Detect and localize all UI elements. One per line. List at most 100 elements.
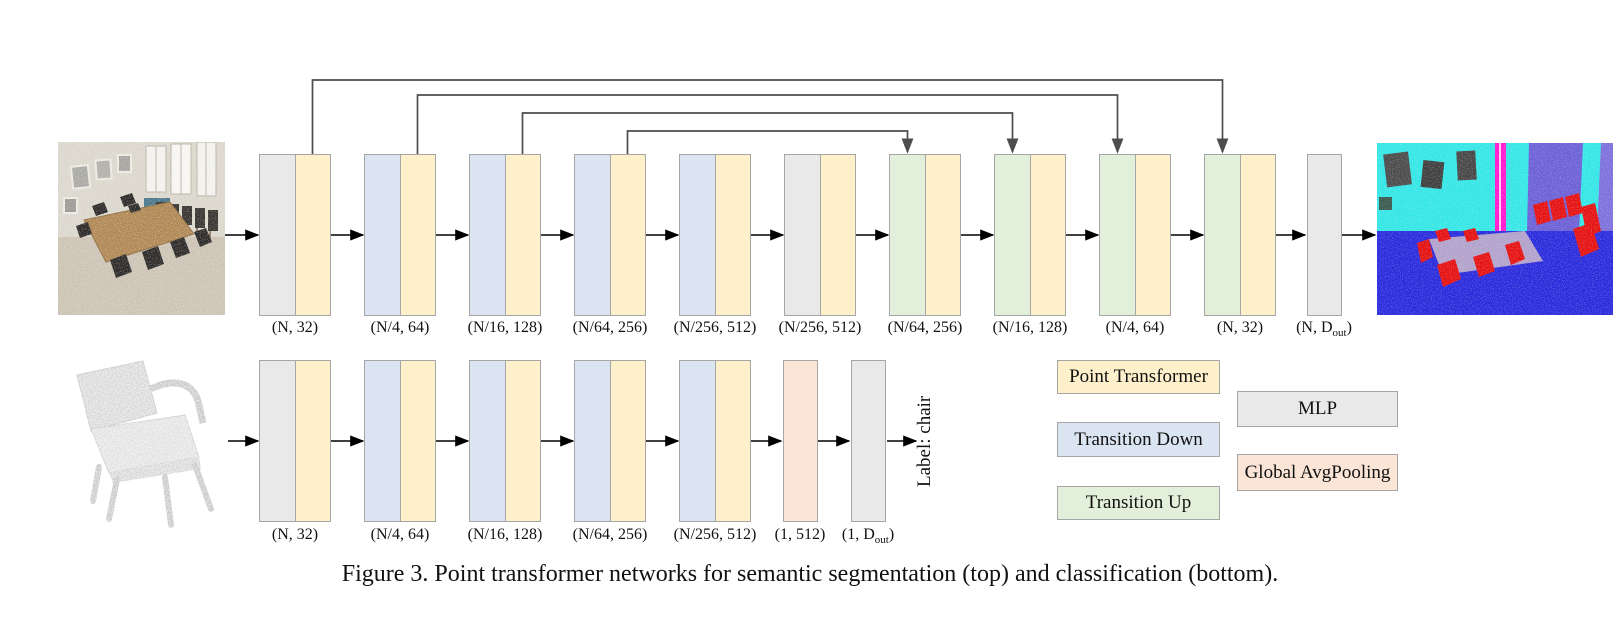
legend-item-label: Global AvgPooling	[1244, 461, 1391, 483]
transition-down-sub-block	[469, 154, 506, 316]
dim-label-text: (N/4, 64)	[370, 319, 430, 336]
legend-item-label: Transition Up	[1085, 492, 1192, 513]
bottom-block-1	[259, 360, 331, 522]
point-transformer-sub-block	[1134, 154, 1171, 316]
point-transformer-sub-block	[819, 154, 856, 316]
top-dim-label-11: (N, Dout)	[1259, 319, 1389, 342]
dim-label-text: (N/4, 64)	[1105, 319, 1165, 336]
transition-down-sub-block	[364, 154, 401, 316]
top-block-6	[784, 154, 856, 316]
bottom-dim-label-3: (N/16, 128)	[440, 526, 570, 544]
point-transformer-sub-block	[504, 360, 541, 522]
dim-label-text: )	[1346, 319, 1352, 336]
dim-label-text: out	[874, 534, 889, 547]
bottom-block-6	[782, 360, 818, 522]
transition-up-sub-block	[1204, 154, 1241, 316]
point-transformer-sub-block	[609, 154, 646, 316]
bottom-dim-label-6: (1, 512)	[735, 526, 865, 544]
point-transformer-sub-block	[294, 154, 331, 316]
point-transformer-sub-block	[1029, 154, 1066, 316]
dim-label-text: (N/256, 512)	[673, 319, 757, 336]
top-block-3	[469, 154, 541, 316]
legend-item-point-transformer: Point Transformer	[1057, 360, 1220, 394]
bottom-dim-label-2: (N/4, 64)	[335, 526, 465, 544]
global-avgpooling-sub-block	[782, 360, 818, 522]
classification-output-label: Label: chair	[914, 395, 935, 487]
dim-label-text: (1, D	[841, 526, 875, 543]
legend-item-mlp: MLP	[1237, 391, 1398, 427]
bottom-block-5	[679, 360, 751, 522]
point-transformer-sub-block	[294, 360, 331, 522]
chair-pointcloud-image	[55, 355, 225, 530]
dim-label-text: )	[888, 526, 895, 543]
top-dim-label-9: (N/4, 64)	[1070, 319, 1200, 337]
skip-connection	[311, 79, 1229, 154]
dim-label-text: (N/16, 128)	[467, 319, 543, 336]
legend-item-label: Point Transformer	[1069, 366, 1208, 387]
legend-item-label: Transition Down	[1074, 428, 1203, 450]
top-block-2	[364, 154, 436, 316]
top-block-7	[889, 154, 961, 316]
bottom-dim-label-7: (1, Dout)	[803, 526, 933, 549]
bottom-dim-label-5: (N/256, 512)	[650, 526, 780, 544]
top-dim-label-6: (N/256, 512)	[755, 319, 885, 337]
top-block-9	[1099, 154, 1171, 316]
output-segmentation-image	[1377, 143, 1613, 315]
point-transformer-sub-block	[609, 360, 646, 522]
point-transformer-sub-block	[399, 154, 436, 316]
top-dim-label-8: (N/16, 128)	[965, 319, 1095, 337]
bottom-block-2	[364, 360, 436, 522]
top-dim-label-10: (N, 32)	[1175, 319, 1305, 337]
legend-item-global-avgpooling: Global AvgPooling	[1237, 454, 1398, 491]
bottom-block-3	[469, 360, 541, 522]
dim-label-text: (N, 32)	[271, 526, 319, 543]
dim-label-text: (N/64, 256)	[887, 319, 963, 336]
top-block-8	[994, 154, 1066, 316]
transition-down-sub-block	[679, 360, 716, 522]
dim-label-text: (N/256, 512)	[778, 319, 862, 336]
top-block-1	[259, 154, 331, 316]
dim-label-text: (N, 32)	[1216, 319, 1264, 336]
mlp-sub-block	[784, 154, 821, 316]
top-block-10	[1204, 154, 1276, 316]
dim-label-text: (N/16, 128)	[467, 526, 543, 543]
dim-label-text: (N/4, 64)	[370, 526, 430, 543]
figure-caption: Figure 3. Point transformer networks for…	[341, 561, 1279, 587]
dim-label-text: out	[1332, 327, 1347, 340]
dim-label-text: (1, 512)	[774, 526, 826, 543]
top-dim-label-7: (N/64, 256)	[860, 319, 990, 337]
dim-label-text: (N/64, 256)	[572, 319, 648, 336]
skip-connection	[416, 94, 1124, 154]
top-dim-label-3: (N/16, 128)	[440, 319, 570, 337]
bottom-block-4	[574, 360, 646, 522]
top-block-11	[1306, 154, 1342, 316]
transition-up-sub-block	[994, 154, 1031, 316]
bottom-block-7	[850, 360, 886, 522]
top-block-5	[679, 154, 751, 316]
skip-connection	[521, 112, 1019, 154]
point-transformer-sub-block	[714, 154, 751, 316]
bottom-dim-label-1: (N, 32)	[230, 526, 360, 544]
legend-item-transition-down: Transition Down	[1057, 422, 1220, 457]
top-block-4	[574, 154, 646, 316]
point-transformer-sub-block	[714, 360, 751, 522]
mlp-sub-block	[259, 154, 296, 316]
transition-down-sub-block	[574, 360, 611, 522]
point-transformer-sub-block	[504, 154, 541, 316]
legend-item-label: MLP	[1297, 398, 1338, 419]
skip-connection	[626, 130, 914, 154]
bottom-dim-label-4: (N/64, 256)	[545, 526, 675, 544]
mlp-sub-block	[1306, 154, 1342, 316]
transition-up-sub-block	[1099, 154, 1136, 316]
transition-down-sub-block	[679, 154, 716, 316]
transition-up-sub-block	[889, 154, 926, 316]
dim-label-text: (N, D	[1296, 319, 1333, 336]
mlp-sub-block	[850, 360, 886, 522]
top-dim-label-5: (N/256, 512)	[650, 319, 780, 337]
top-dim-label-4: (N/64, 256)	[545, 319, 675, 337]
dim-label-text: (N/256, 512)	[673, 526, 757, 543]
transition-down-sub-block	[364, 360, 401, 522]
input-pointcloud-image	[58, 142, 225, 315]
point-transformer-sub-block	[399, 360, 436, 522]
